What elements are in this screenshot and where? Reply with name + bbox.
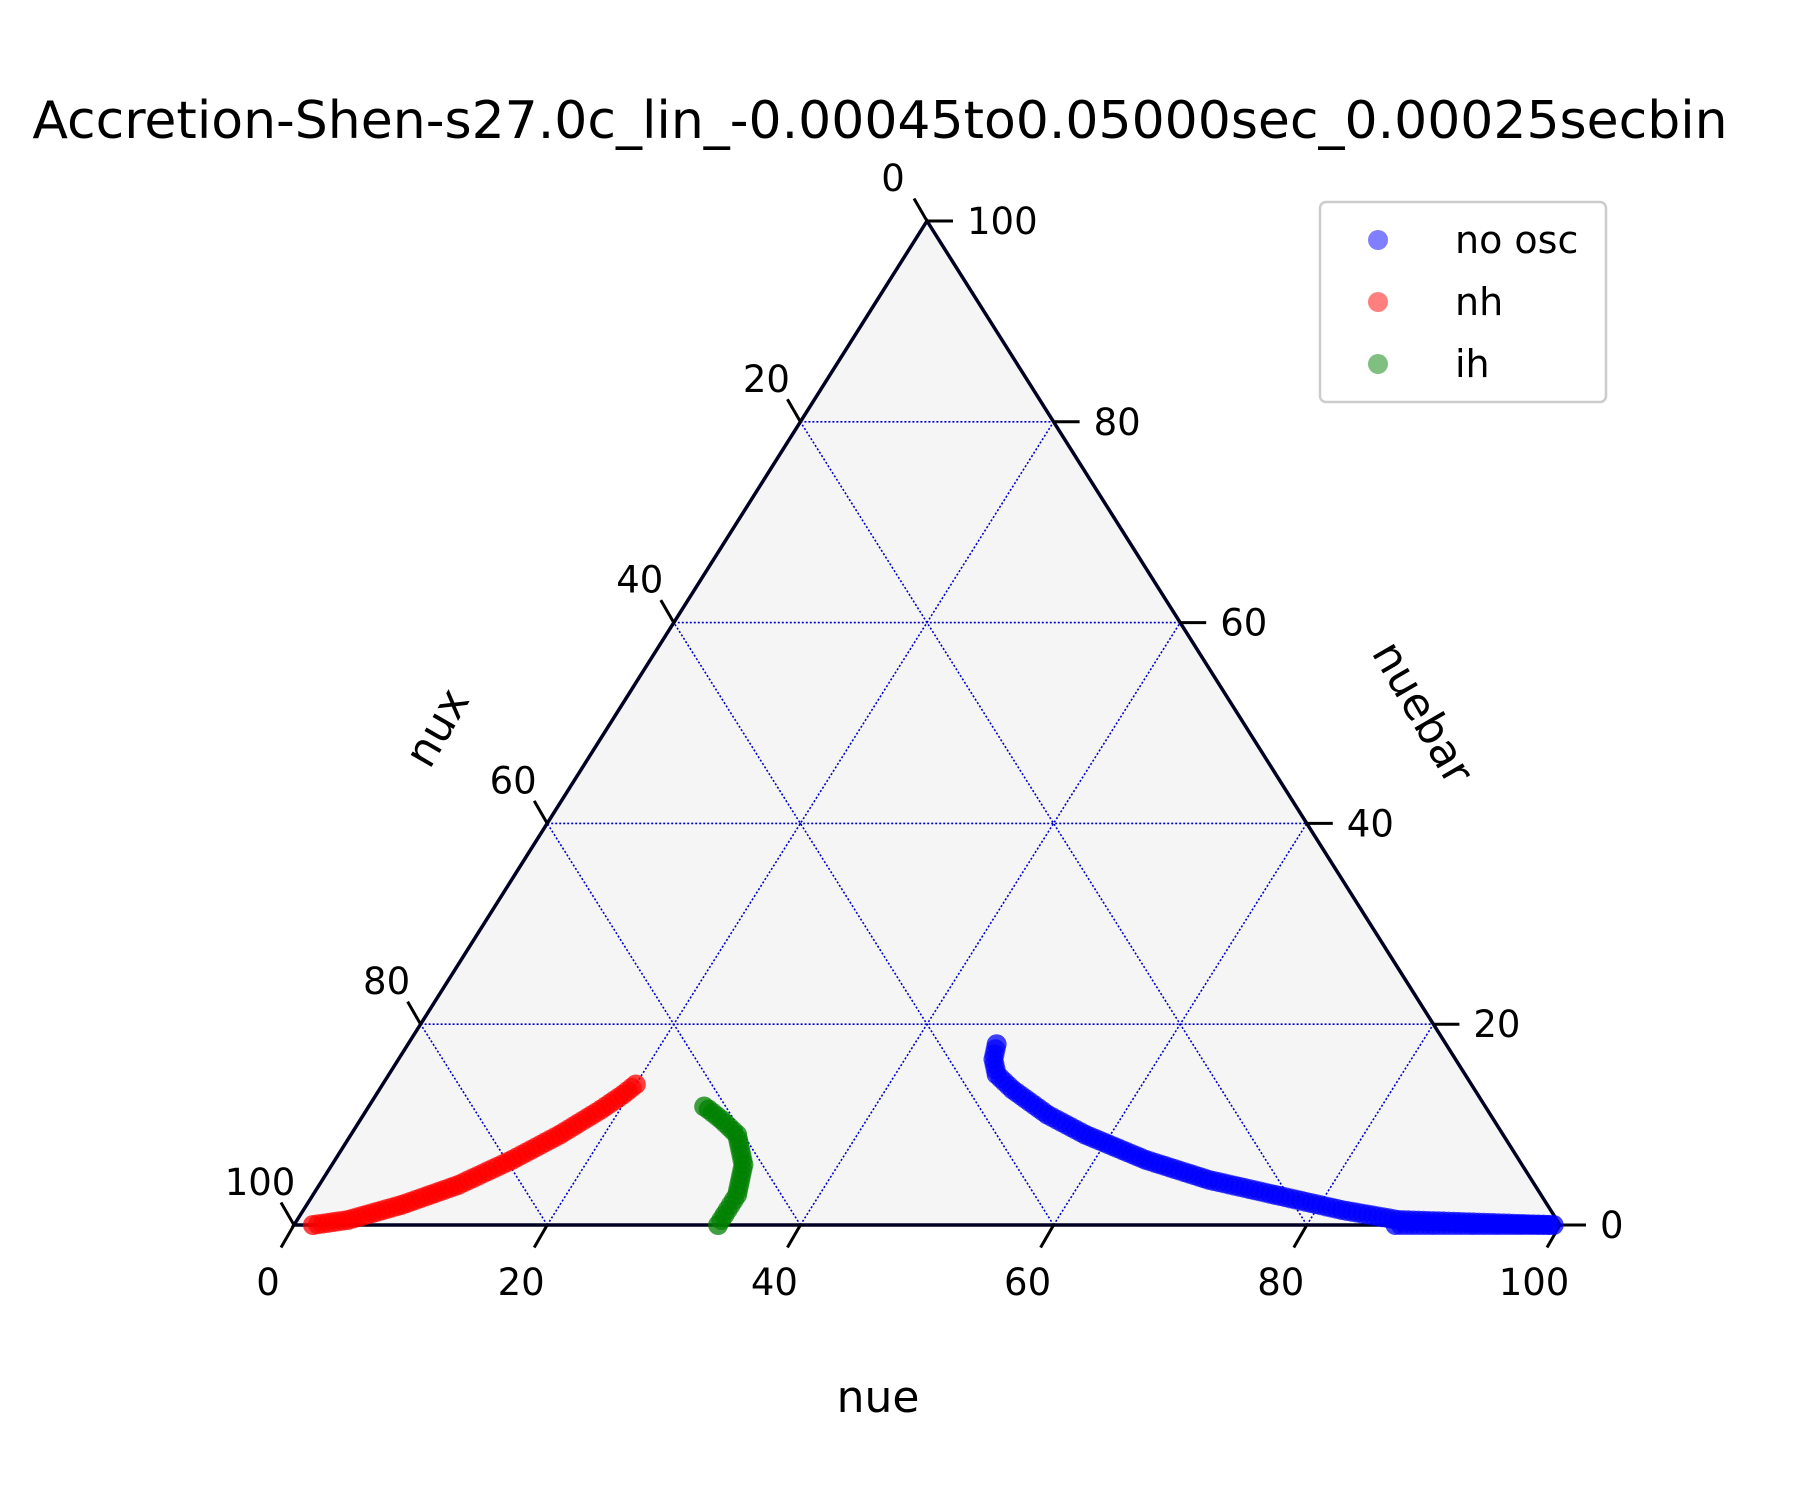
bottom-tick-label: 80 — [1257, 1261, 1304, 1304]
bottom-tick — [279, 1224, 296, 1249]
legend-label: ih — [1455, 342, 1490, 386]
grid-line — [799, 622, 1181, 1226]
bottom-tick — [532, 1224, 549, 1249]
right-tick-label: 60 — [1220, 602, 1267, 645]
series-ih — [694, 1096, 754, 1235]
left-tick — [532, 800, 549, 825]
left-tick — [406, 1000, 422, 1025]
left-axis-label: nux — [395, 680, 480, 776]
left-tick — [659, 599, 676, 624]
data-point — [625, 1074, 646, 1095]
data-points — [302, 1034, 1564, 1235]
data-point — [694, 1096, 715, 1117]
bottom-tick-label: 60 — [1004, 1261, 1051, 1304]
legend-label: nh — [1455, 280, 1503, 324]
left-tick — [912, 197, 929, 222]
grid-line — [546, 822, 802, 1226]
bottom-axis-label: nue — [837, 1372, 920, 1423]
grid-line — [419, 1023, 548, 1226]
grid-line — [673, 622, 1055, 1226]
triangle-border — [290, 217, 1564, 1227]
bottom-tick — [786, 1224, 802, 1249]
left-tick — [279, 1201, 296, 1226]
left-tick-label: 60 — [490, 759, 537, 802]
bottom-tick — [1292, 1224, 1309, 1249]
left-tick-label: 40 — [616, 559, 663, 602]
bottom-tick-label: 20 — [498, 1261, 545, 1304]
bottom-tick-label: 0 — [256, 1261, 280, 1304]
left-tick — [786, 398, 802, 423]
legend-marker — [1368, 292, 1388, 312]
plot-area — [294, 221, 1560, 1225]
right-tick-label: 80 — [1094, 401, 1141, 444]
bottom-tick-label: 100 — [1499, 1261, 1570, 1304]
right-tick-label: 20 — [1473, 1003, 1520, 1046]
axis-ticks: 0 0 0 20 20 20 40 40 40 60 60 60 80 80 80 100 100 100 — [225, 157, 1624, 1304]
data-point — [986, 1034, 1007, 1055]
right-tick-label: 0 — [1600, 1204, 1624, 1247]
legend-marker — [1368, 354, 1388, 374]
chart-title: Accretion-Shen-s27.0c_lin_-0.00045to0.05… — [32, 91, 1727, 151]
legend: no osc nh ih — [1318, 200, 1608, 404]
right-tick-label: 40 — [1347, 802, 1394, 845]
right-tick-label: 100 — [967, 200, 1038, 243]
left-tick-label: 80 — [363, 960, 410, 1003]
series-nh — [302, 1074, 646, 1235]
bottom-tick-label: 40 — [751, 1261, 798, 1304]
series-no-osc — [983, 1034, 1564, 1235]
legend-frame — [1318, 200, 1608, 404]
legend-label: no osc — [1455, 218, 1578, 262]
left-tick-label: 0 — [881, 157, 905, 200]
left-tick-label: 20 — [743, 358, 790, 401]
bottom-tick — [1039, 1224, 1055, 1249]
legend-marker — [1368, 230, 1388, 250]
left-tick-label: 100 — [225, 1161, 296, 1204]
right-axis-label: nuebar — [1362, 633, 1485, 794]
grid-lines — [419, 420, 1435, 1226]
grid-line — [1306, 1023, 1435, 1226]
